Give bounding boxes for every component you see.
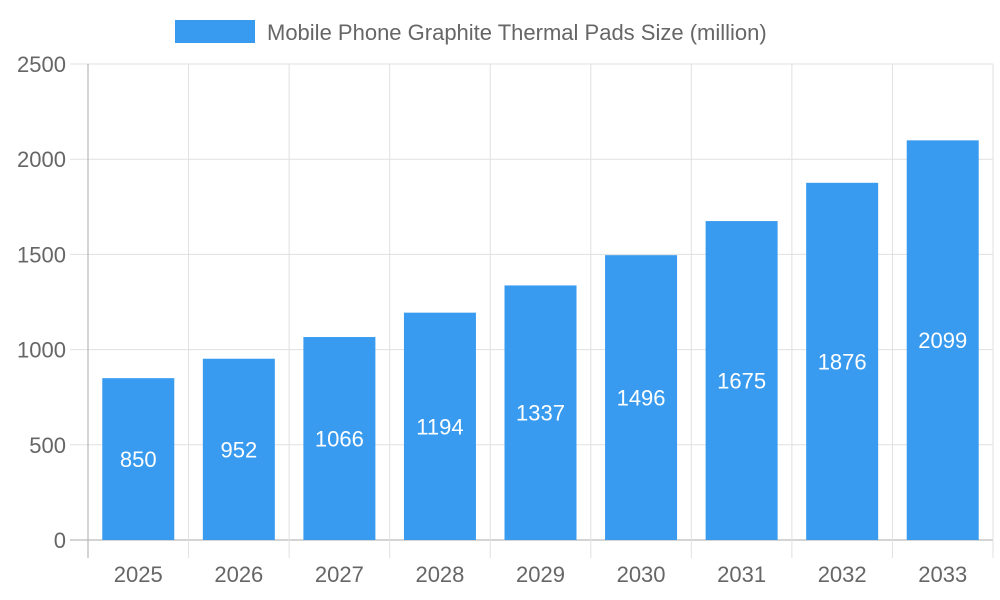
data-label-2030: 1496 [617, 386, 666, 411]
x-tick-label: 2026 [214, 562, 263, 587]
x-tick-label: 2033 [918, 562, 967, 587]
axes: 0 500 1000 1500 2000 2500 2025 2026 2027 2028 2029… [17, 52, 967, 587]
bar-2029 [504, 285, 577, 540]
data-label-2033: 2099 [918, 328, 967, 353]
x-tick-label: 2025 [114, 562, 163, 587]
bar-2030 [605, 255, 678, 540]
bar-2026 [202, 358, 275, 540]
y-tick-label: 1000 [17, 338, 66, 363]
data-label-2027: 1066 [315, 427, 364, 452]
x-tick-label: 2032 [818, 562, 867, 587]
x-tick-label: 2027 [315, 562, 364, 587]
bar-2025 [102, 378, 175, 540]
data-labels: 850 952 1066 1194 1337 1496 1675 1876 2099 [120, 328, 967, 472]
data-label-2032: 1876 [818, 349, 867, 374]
bars [102, 140, 979, 540]
grid [70, 63, 994, 558]
bar-2032 [806, 182, 879, 540]
bar-2028 [403, 312, 476, 540]
bar-2033 [906, 140, 979, 540]
bar-2031 [705, 221, 778, 540]
data-label-2031: 1675 [717, 369, 766, 394]
bar-2027 [303, 337, 376, 540]
legend-label: Mobile Phone Graphite Thermal Pads Size … [267, 20, 767, 45]
x-tick-label: 2029 [516, 562, 565, 587]
x-tick-label: 2031 [717, 562, 766, 587]
legend[interactable]: Mobile Phone Graphite Thermal Pads Size … [175, 20, 767, 45]
y-tick-label: 0 [54, 528, 66, 553]
data-label-2026: 952 [220, 437, 257, 462]
y-tick-label: 1500 [17, 242, 66, 267]
x-tick-label: 2030 [617, 562, 666, 587]
y-tick-label: 500 [29, 433, 66, 458]
y-tick-label: 2500 [17, 52, 66, 77]
x-tick-label: 2028 [415, 562, 464, 587]
legend-swatch [175, 20, 255, 43]
data-label-2029: 1337 [516, 401, 565, 426]
data-label-2025: 850 [120, 447, 157, 472]
y-tick-label: 2000 [17, 147, 66, 172]
data-label-2028: 1194 [416, 414, 463, 439]
